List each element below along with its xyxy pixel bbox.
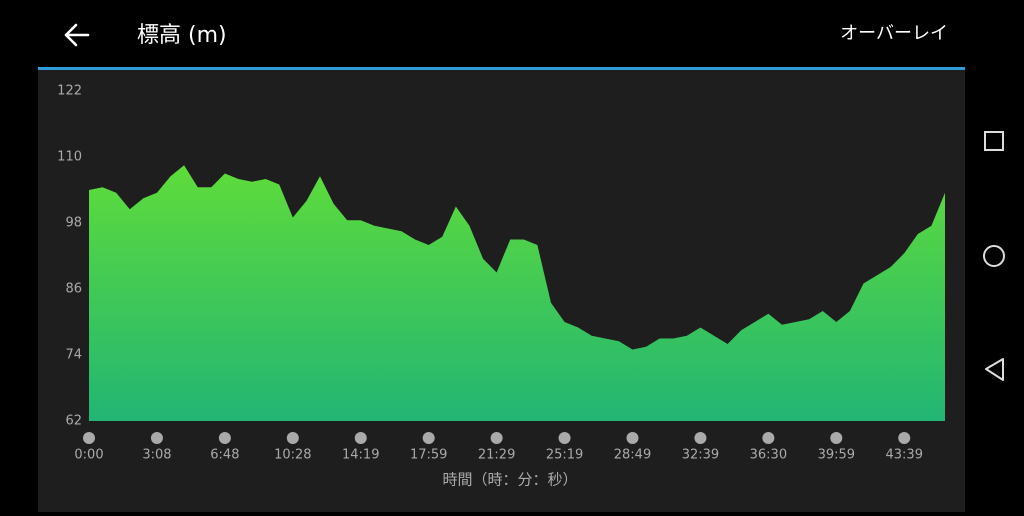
elevation-area	[89, 165, 945, 421]
overlay-button[interactable]: オーバーレイ	[840, 23, 948, 44]
x-tick-dot	[626, 432, 639, 444]
x-tick-label: 6:48	[210, 448, 239, 463]
x-tick-label: 32:39	[682, 448, 719, 463]
x-tick-dot	[762, 432, 775, 444]
x-tick-dot	[286, 432, 299, 444]
page-title: 標高 (m)	[137, 23, 227, 48]
y-tick-label: 110	[57, 150, 82, 165]
x-tick-label: 28:49	[614, 448, 651, 463]
x-tick-label: 36:30	[750, 448, 787, 463]
nav-back[interactable]	[985, 358, 1004, 381]
y-tick-label: 86	[65, 282, 82, 297]
x-tick-label: 14:19	[342, 448, 379, 463]
back-button[interactable]	[64, 23, 90, 47]
x-tick-dot	[218, 432, 231, 444]
x-tick-dot	[898, 432, 911, 444]
x-tick-label: 25:19	[546, 448, 583, 463]
x-tick-dot	[490, 432, 503, 444]
x-tick-dot	[422, 432, 435, 444]
x-tick-dot	[150, 432, 163, 444]
nav-recent[interactable]	[984, 131, 1004, 151]
x-tick-label: 10:28	[274, 448, 311, 463]
header-divider	[38, 67, 965, 70]
x-tick-label: 21:29	[478, 448, 515, 463]
y-tick-label: 74	[65, 348, 82, 363]
x-tick-dot	[830, 432, 843, 444]
x-tick-label: 17:59	[410, 448, 447, 463]
x-axis-title: 時間（時：分：秒）	[442, 471, 577, 489]
x-tick-dot	[83, 432, 95, 444]
y-tick-label: 122	[57, 84, 82, 99]
x-tick-label: 0:00	[74, 448, 103, 463]
x-tick-dot	[558, 432, 571, 444]
x-tick-dot	[354, 432, 367, 444]
x-tick-dot	[694, 432, 707, 444]
nav-home[interactable]	[983, 245, 1005, 267]
x-tick-label: 39:59	[818, 448, 855, 463]
x-tick-label: 3:08	[142, 448, 171, 463]
y-tick-label: 98	[65, 216, 82, 231]
x-tick-label: 43:39	[886, 448, 923, 463]
y-tick-label: 62	[65, 414, 82, 429]
